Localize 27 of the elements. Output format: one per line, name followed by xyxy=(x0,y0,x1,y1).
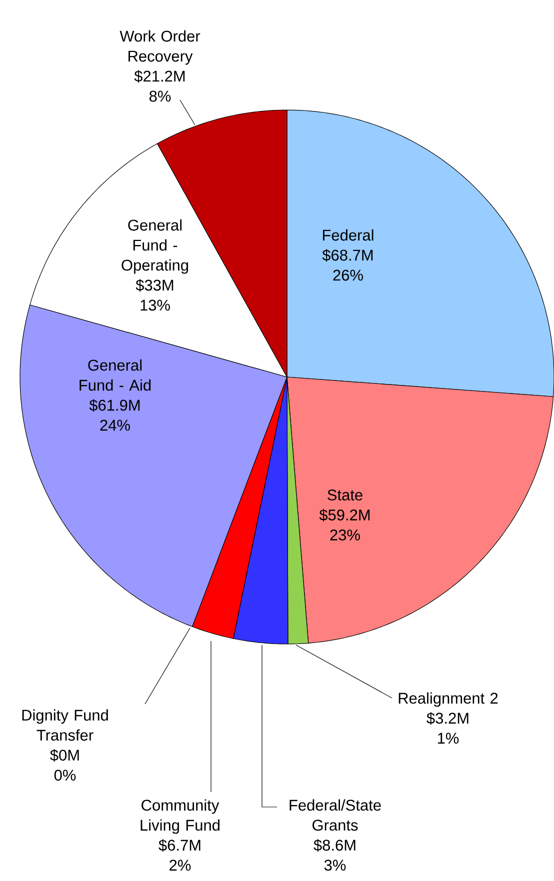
slice-label: Realignment 2 xyxy=(398,692,498,707)
text: 23% xyxy=(330,530,360,540)
text: 24% xyxy=(100,420,130,431)
slice-label: State xyxy=(327,490,362,500)
data-label: $59.2M xyxy=(319,508,370,522)
slice-label: General Fund - Aid xyxy=(80,359,150,391)
data-label: $3.2M xyxy=(426,712,468,725)
text: 13% xyxy=(140,300,170,311)
slice-label: Federal/State Grants xyxy=(290,799,381,831)
text: 26% xyxy=(333,270,363,281)
data-label: $6.7M xyxy=(158,839,200,852)
data-label: $61.9M xyxy=(89,399,140,412)
data-label: $68.7M xyxy=(322,249,372,262)
slice-label: Federal xyxy=(322,229,374,241)
slice-label: Work Order Recovery xyxy=(120,30,200,65)
data-label: $33M xyxy=(136,279,173,292)
data-label: $8.6M xyxy=(313,839,356,852)
text: 2% xyxy=(169,860,190,871)
data-label: $21.2M xyxy=(134,70,184,83)
slice-label: Community Living Fund xyxy=(140,799,220,834)
text: 3% xyxy=(324,860,346,871)
text: $0M xyxy=(50,749,79,762)
text: 0% xyxy=(54,770,76,781)
text: 1% xyxy=(438,732,458,744)
text: 8% xyxy=(149,90,170,102)
category-label: Dignity Fund Transfer xyxy=(22,709,108,741)
slice-label: General Fund - Operating xyxy=(122,219,188,274)
